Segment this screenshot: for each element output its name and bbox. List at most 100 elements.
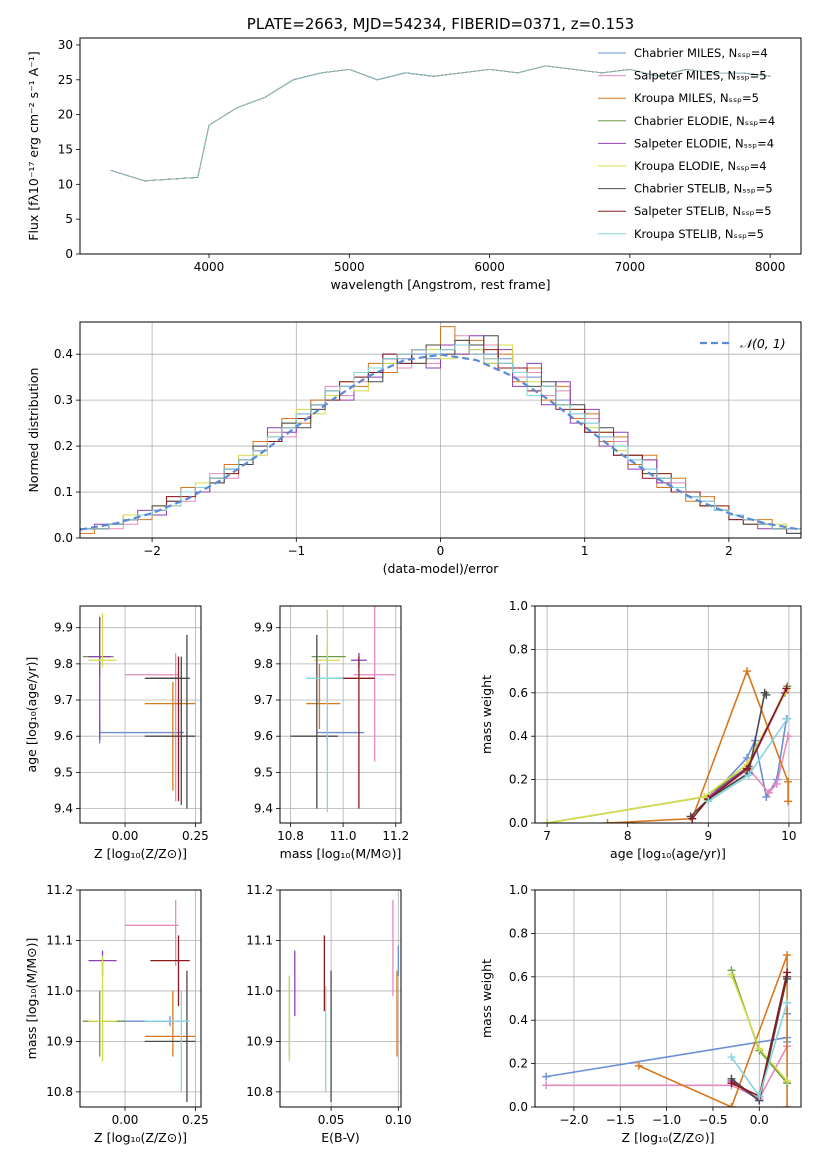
x-tick-label: −1.0 bbox=[652, 1113, 681, 1127]
axes-frame bbox=[79, 605, 202, 824]
legend-label: Salpeter ELODIE, Nₛₛₚ=4 bbox=[634, 136, 774, 150]
data-point bbox=[764, 788, 773, 797]
data-point bbox=[603, 819, 612, 823]
x-tick-label: 0.25 bbox=[182, 1113, 209, 1127]
plot-area bbox=[542, 951, 792, 1107]
x-tick-label: −2 bbox=[143, 544, 161, 558]
y-tick-label: 9.6 bbox=[54, 729, 73, 743]
data-point bbox=[542, 1072, 551, 1081]
y-tick-label: 11.2 bbox=[246, 883, 273, 897]
y-tick-label: 11.0 bbox=[46, 984, 73, 998]
y-tick-label: 0.4 bbox=[509, 1013, 528, 1027]
plot-area bbox=[110, 65, 771, 182]
x-tick-label: 7 bbox=[543, 829, 551, 843]
y-axis-label: Normed distribution bbox=[26, 368, 41, 493]
y-tick-label: 10 bbox=[58, 177, 73, 191]
y-tick-label: 20 bbox=[58, 108, 73, 122]
data-point bbox=[784, 732, 793, 741]
y-tick-label: 30 bbox=[58, 38, 73, 52]
panel-weight-vs-age: 7 8 9 10 0.0 0.2 0.4 0.6 0.8 1.0 age [log₁₀(age/yr… bbox=[479, 599, 802, 861]
x-tick-label: −1.5 bbox=[606, 1113, 635, 1127]
y-tick-label: 0.0 bbox=[509, 816, 528, 830]
y-tick-label: 10.9 bbox=[246, 1034, 273, 1048]
legend-label: Kroupa MILES, Nₛₛₚ=5 bbox=[634, 91, 759, 105]
data-point bbox=[543, 819, 552, 823]
data-point bbox=[755, 1092, 764, 1101]
y-tick-label: 9.7 bbox=[254, 693, 273, 707]
legend-label: Kroupa ELODIE, Nₛₛₚ=4 bbox=[634, 159, 767, 173]
y-tick-label: 9.4 bbox=[54, 802, 73, 816]
data-point bbox=[727, 1079, 736, 1088]
panel-spectrum: 4000 5000 6000 7000 8000 0 5 10 15 20 25 30 waveleng… bbox=[26, 15, 802, 292]
series-line-0 bbox=[80, 353, 801, 531]
axes-frame bbox=[534, 889, 802, 1108]
data-point bbox=[783, 951, 792, 960]
y-tick-label: 9.8 bbox=[254, 657, 273, 671]
panel-mass-vs-Z: 0.00 0.25 10.8 10.9 11.0 11.1 11.2 Z [log₁₀(Z/Z… bbox=[24, 883, 209, 1145]
x-tick-label: 4000 bbox=[194, 260, 225, 274]
y-tick-label: 5 bbox=[65, 212, 73, 226]
x-tick-label: −0.5 bbox=[698, 1113, 727, 1127]
series-line-5 bbox=[546, 690, 788, 823]
y-tick-label: 0 bbox=[65, 247, 73, 261]
data-point bbox=[755, 1044, 764, 1053]
legend-label: Salpeter STELIB, Nₛₛₚ=5 bbox=[634, 204, 772, 218]
series-line-7 bbox=[691, 688, 788, 820]
y-tick-label: 11.1 bbox=[46, 933, 73, 947]
x-tick-label: 8000 bbox=[755, 260, 786, 274]
y-tick-label: 0.4 bbox=[54, 347, 73, 361]
x-tick-label: 0.00 bbox=[112, 1113, 139, 1127]
y-tick-label: 25 bbox=[58, 73, 73, 87]
x-axis-label: Z [log₁₀(Z/Z⊙)] bbox=[622, 1130, 715, 1145]
axes-frame bbox=[79, 37, 802, 255]
x-tick-label: 8 bbox=[624, 829, 632, 843]
x-tick-label: 1 bbox=[581, 544, 589, 558]
data-point bbox=[688, 814, 697, 823]
data-point bbox=[727, 1103, 736, 1107]
y-axis-label: mass [log₁₀(M/M⊙)] bbox=[24, 938, 39, 1060]
y-axis-label: Flux [fλ10⁻¹⁷ erg cm⁻² s⁻¹ A⁻¹] bbox=[26, 51, 41, 240]
x-tick-label: −2.0 bbox=[559, 1113, 588, 1127]
panel-age-vs-mass: 10.8 11.0 11.2 9.4 9.5 9.6 9.7 9.8 9.9 mass [log₁… bbox=[254, 605, 409, 861]
panel-age-vs-Z: 0.00 0.25 9.4 9.5 9.6 9.7 9.8 9.9 Z [log₁₀(Z/Z⊙)… bbox=[24, 605, 209, 861]
y-tick-label: 0.1 bbox=[54, 485, 73, 499]
data-point bbox=[772, 779, 781, 788]
plot-area bbox=[290, 606, 396, 813]
legend-label: Chabrier MILES, Nₛₛₚ=4 bbox=[634, 46, 768, 60]
y-tick-label: 0.2 bbox=[509, 1057, 528, 1071]
legend-label: 𝒩(0, 1) bbox=[740, 336, 786, 351]
x-axis-label: Z [log₁₀(Z/Z⊙)] bbox=[94, 846, 187, 861]
x-axis-label: wavelength [Angstrom, rest frame] bbox=[330, 277, 550, 292]
legend-label: Chabrier ELODIE, Nₛₛₚ=4 bbox=[634, 114, 775, 128]
series-line-8 bbox=[110, 65, 771, 182]
data-point bbox=[784, 777, 793, 786]
series-line-2 bbox=[638, 954, 788, 1107]
y-tick-label: 9.8 bbox=[54, 657, 73, 671]
plot-area bbox=[82, 613, 196, 809]
panel-weight-vs-Z: −2.0 −1.5 −1.0 −0.5 0.0 0.0 0.2 0.4 0.6 0.8 1.0 Z [… bbox=[479, 883, 802, 1145]
y-tick-label: 15 bbox=[58, 142, 73, 156]
y-axis-label: mass weight bbox=[479, 675, 494, 754]
series-line-1 bbox=[546, 1045, 788, 1100]
x-tick-label: −1 bbox=[287, 544, 305, 558]
x-tick-label: 0.00 bbox=[112, 829, 139, 843]
y-tick-label: 1.0 bbox=[509, 883, 528, 897]
data-point bbox=[783, 1076, 792, 1085]
x-axis-label: age [log₁₀(age/yr)] bbox=[610, 846, 726, 861]
data-point bbox=[783, 1103, 792, 1107]
axes-frame bbox=[279, 889, 402, 1108]
y-tick-label: 11.2 bbox=[46, 883, 73, 897]
data-point bbox=[784, 797, 793, 806]
x-axis-label: Z [log₁₀(Z/Z⊙)] bbox=[94, 1130, 187, 1145]
y-axis-label: mass weight bbox=[479, 959, 494, 1038]
x-tick-label: 5000 bbox=[334, 260, 365, 274]
y-tick-label: 0.3 bbox=[54, 393, 73, 407]
data-point bbox=[762, 792, 771, 801]
y-tick-label: 0.2 bbox=[54, 439, 73, 453]
axes-frame bbox=[279, 605, 402, 824]
legend-label: Kroupa STELIB, Nₛₛₚ=5 bbox=[634, 227, 764, 241]
x-tick-label: 0.25 bbox=[182, 829, 209, 843]
y-tick-label: 0.0 bbox=[509, 1100, 528, 1114]
x-tick-label: 0.0 bbox=[750, 1113, 769, 1127]
